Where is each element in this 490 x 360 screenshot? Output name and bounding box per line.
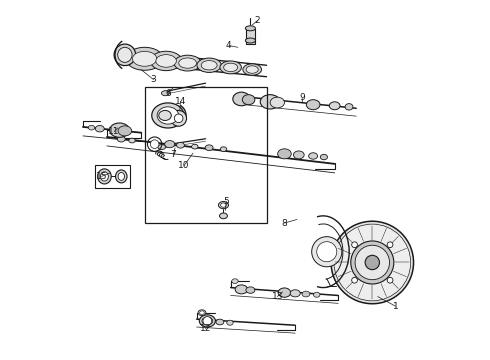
Text: 8: 8	[282, 219, 287, 228]
Bar	[246, 29, 255, 44]
Ellipse shape	[220, 213, 227, 219]
Text: 12: 12	[200, 324, 211, 333]
Circle shape	[351, 241, 394, 284]
Circle shape	[317, 242, 337, 262]
Ellipse shape	[278, 288, 291, 297]
Ellipse shape	[220, 147, 227, 152]
Ellipse shape	[161, 91, 170, 96]
Ellipse shape	[243, 64, 262, 75]
Text: 11: 11	[108, 127, 120, 136]
Circle shape	[150, 140, 159, 148]
Ellipse shape	[114, 44, 136, 66]
Ellipse shape	[156, 55, 176, 67]
Ellipse shape	[118, 126, 132, 136]
Ellipse shape	[243, 95, 255, 105]
Ellipse shape	[314, 292, 320, 297]
Circle shape	[334, 224, 411, 301]
Ellipse shape	[198, 310, 206, 316]
Circle shape	[387, 277, 393, 283]
Ellipse shape	[158, 144, 166, 149]
Ellipse shape	[157, 107, 179, 124]
Text: 15: 15	[96, 172, 107, 181]
Ellipse shape	[98, 169, 111, 184]
Ellipse shape	[202, 317, 213, 325]
Ellipse shape	[165, 140, 175, 148]
Circle shape	[352, 277, 357, 283]
Circle shape	[387, 242, 393, 248]
Ellipse shape	[129, 138, 135, 143]
Ellipse shape	[302, 291, 310, 297]
Text: 13: 13	[271, 292, 283, 301]
Ellipse shape	[116, 170, 127, 183]
Circle shape	[312, 237, 342, 267]
Ellipse shape	[199, 311, 204, 315]
Ellipse shape	[219, 202, 228, 209]
Ellipse shape	[294, 151, 304, 159]
Ellipse shape	[199, 315, 216, 327]
Ellipse shape	[205, 145, 213, 150]
Circle shape	[352, 242, 357, 248]
Ellipse shape	[345, 104, 353, 110]
Ellipse shape	[235, 285, 247, 294]
Ellipse shape	[278, 149, 291, 159]
Ellipse shape	[118, 172, 124, 180]
Ellipse shape	[320, 154, 327, 160]
Text: 6: 6	[165, 89, 171, 98]
Ellipse shape	[220, 203, 226, 207]
Circle shape	[355, 245, 390, 280]
Text: 3: 3	[151, 75, 156, 84]
Ellipse shape	[150, 51, 182, 71]
Ellipse shape	[88, 125, 95, 130]
Ellipse shape	[176, 142, 184, 148]
Text: 9: 9	[299, 93, 305, 102]
Ellipse shape	[126, 47, 163, 70]
Ellipse shape	[159, 111, 171, 121]
Ellipse shape	[174, 55, 201, 71]
Ellipse shape	[223, 63, 238, 72]
Bar	[145, 87, 267, 223]
Ellipse shape	[192, 144, 198, 149]
Text: 2: 2	[255, 16, 260, 25]
Ellipse shape	[227, 320, 233, 325]
Circle shape	[203, 317, 212, 325]
Text: 14: 14	[175, 96, 186, 105]
Ellipse shape	[233, 92, 250, 106]
Ellipse shape	[245, 38, 255, 43]
Ellipse shape	[246, 287, 255, 293]
Bar	[95, 165, 129, 188]
Ellipse shape	[152, 103, 184, 128]
Ellipse shape	[232, 279, 238, 283]
Circle shape	[171, 111, 187, 126]
Ellipse shape	[216, 319, 224, 325]
Ellipse shape	[132, 51, 157, 66]
Ellipse shape	[100, 172, 108, 181]
Ellipse shape	[309, 153, 318, 159]
Ellipse shape	[201, 60, 217, 70]
Ellipse shape	[245, 26, 255, 31]
Ellipse shape	[270, 97, 285, 108]
Text: 4: 4	[226, 41, 232, 50]
Ellipse shape	[110, 123, 129, 137]
Ellipse shape	[118, 47, 132, 62]
Ellipse shape	[290, 290, 300, 297]
Ellipse shape	[117, 136, 125, 142]
Text: 7: 7	[171, 150, 176, 159]
Circle shape	[331, 221, 414, 304]
Ellipse shape	[329, 102, 340, 110]
Text: 1: 1	[393, 302, 398, 311]
Ellipse shape	[179, 58, 196, 68]
Ellipse shape	[95, 126, 104, 132]
Text: 10: 10	[178, 161, 190, 170]
Ellipse shape	[246, 66, 258, 73]
Circle shape	[365, 255, 379, 270]
Text: 5: 5	[223, 197, 229, 206]
Ellipse shape	[197, 58, 221, 72]
Ellipse shape	[306, 100, 320, 110]
Ellipse shape	[220, 61, 242, 74]
Ellipse shape	[260, 95, 280, 109]
Circle shape	[174, 114, 183, 123]
